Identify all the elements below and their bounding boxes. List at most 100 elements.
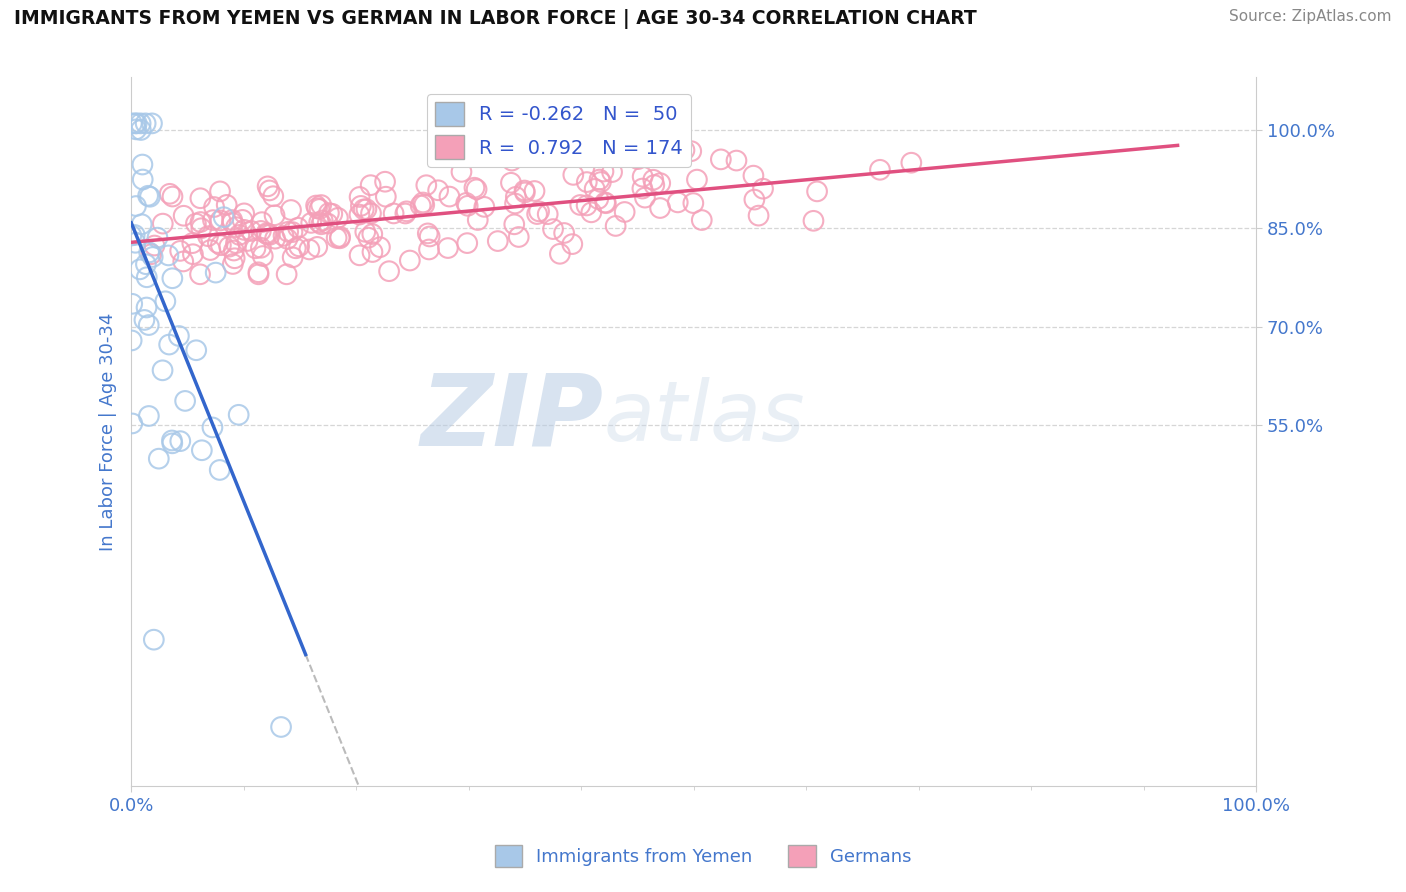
Point [162, 189, 184, 203]
Point [513, 186, 536, 200]
Point [138, 318, 160, 332]
Point [240, 224, 263, 238]
Point [562, 168, 585, 182]
Point [124, 116, 146, 130]
Text: ZIP: ZIP [420, 369, 603, 467]
Point [600, 165, 623, 179]
Point [742, 169, 765, 183]
Point [561, 237, 583, 252]
Point [250, 215, 273, 229]
Point [231, 213, 253, 227]
Point [155, 294, 177, 309]
Point [472, 200, 495, 214]
Point [305, 198, 328, 212]
Point [569, 198, 592, 212]
Point [349, 248, 371, 262]
Point [416, 227, 439, 241]
Point [690, 213, 713, 227]
Point [463, 180, 485, 194]
Point [208, 185, 231, 199]
Point [523, 184, 546, 198]
Legend: R = -0.262   N =  50, R =  0.792   N = 174: R = -0.262 N = 50, R = 0.792 N = 174 [427, 95, 690, 167]
Point [228, 408, 250, 422]
Point [513, 184, 536, 198]
Point [299, 216, 322, 230]
Point [361, 245, 384, 260]
Point [184, 217, 207, 231]
Point [221, 216, 243, 230]
Point [225, 236, 247, 251]
Point [418, 243, 440, 257]
Point [427, 183, 450, 197]
Point [167, 329, 190, 343]
Point [132, 172, 155, 186]
Point [586, 192, 609, 206]
Point [218, 240, 240, 254]
Point [503, 196, 526, 211]
Point [135, 301, 157, 315]
Point [259, 227, 281, 242]
Point [326, 211, 349, 225]
Point [378, 264, 401, 278]
Point [233, 223, 256, 237]
Point [308, 202, 330, 216]
Point [247, 265, 270, 279]
Point [643, 173, 665, 187]
Point [288, 239, 311, 253]
Point [465, 182, 488, 196]
Point [588, 172, 610, 186]
Point [467, 213, 489, 227]
Point [148, 451, 170, 466]
Point [806, 185, 828, 199]
Point [648, 201, 671, 215]
Point [681, 144, 703, 158]
Point [135, 270, 157, 285]
Point [124, 227, 146, 242]
Point [138, 245, 160, 260]
Point [131, 217, 153, 231]
Point [121, 297, 143, 311]
Point [270, 720, 292, 734]
Point [412, 195, 434, 210]
Point [673, 143, 696, 157]
Point [537, 207, 560, 221]
Point [456, 195, 478, 210]
Point [682, 196, 704, 211]
Point [869, 162, 891, 177]
Point [247, 268, 270, 282]
Point [135, 257, 157, 271]
Point [503, 217, 526, 231]
Point [129, 116, 152, 130]
Point [486, 234, 509, 248]
Point [222, 257, 245, 271]
Point [499, 176, 522, 190]
Point [207, 235, 229, 250]
Point [321, 207, 343, 221]
Point [349, 208, 371, 222]
Point [136, 188, 159, 202]
Point [356, 202, 378, 216]
Point [190, 221, 212, 235]
Point [224, 252, 246, 266]
Point [169, 434, 191, 449]
Point [456, 236, 478, 251]
Point [307, 240, 329, 254]
Point [128, 262, 150, 277]
Point [350, 199, 373, 213]
Point [209, 213, 232, 227]
Point [508, 230, 530, 244]
Point [627, 152, 650, 166]
Point [419, 229, 441, 244]
Point [141, 247, 163, 261]
Point [125, 116, 148, 130]
Point [215, 198, 238, 212]
Point [181, 247, 204, 261]
Legend: Immigrants from Yemen, Germans: Immigrants from Yemen, Germans [488, 838, 918, 874]
Text: IMMIGRANTS FROM YEMEN VS GERMAN IN LABOR FORCE | AGE 30-34 CORRELATION CHART: IMMIGRANTS FROM YEMEN VS GERMAN IN LABOR… [14, 9, 977, 29]
Point [541, 222, 564, 236]
Point [595, 196, 617, 211]
Point [263, 208, 285, 222]
Point [307, 201, 329, 215]
Point [256, 179, 278, 194]
Point [202, 200, 225, 214]
